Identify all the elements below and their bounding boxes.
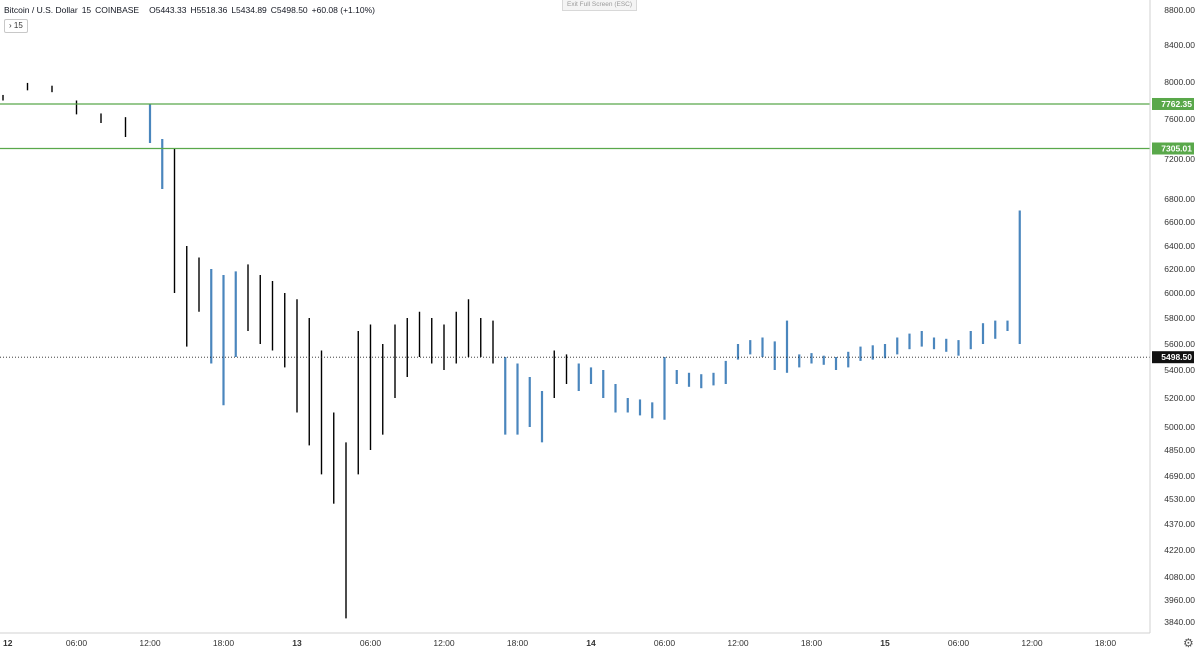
time-tick-label: 12:00 xyxy=(433,638,455,648)
price-tick-label: 6400.00 xyxy=(1164,241,1195,251)
price-tick-label: 4530.00 xyxy=(1164,494,1195,504)
price-tick-label: 4080.00 xyxy=(1164,572,1195,582)
chart-legend: Bitcoin / U.S. Dollar 15 COINBASE O5443.… xyxy=(4,5,375,15)
time-tick-label: 12:00 xyxy=(1021,638,1043,648)
price-tick-label: 7200.00 xyxy=(1164,154,1195,164)
time-tick-label: 12 xyxy=(3,638,13,648)
price-tick-label: 8800.00 xyxy=(1164,5,1195,15)
symbol-name: Bitcoin / U.S. Dollar xyxy=(4,5,78,15)
interval-toggle-button[interactable]: › 15 xyxy=(4,19,28,33)
time-tick-label: 18:00 xyxy=(507,638,529,648)
level-label-bg xyxy=(1152,142,1194,155)
high-value: H5518.36 xyxy=(190,5,228,15)
interval-label: 15 xyxy=(81,5,92,15)
time-tick-label: 18:00 xyxy=(1095,638,1117,648)
time-tick-label: 13 xyxy=(292,638,302,648)
price-tick-label: 8400.00 xyxy=(1164,40,1195,50)
price-tick-label: 5400.00 xyxy=(1164,365,1195,375)
time-tick-label: 06:00 xyxy=(66,638,88,648)
level-labels: 7762.35 7305.01 5498.50 xyxy=(1152,97,1194,364)
price-tick-label: 5000.00 xyxy=(1164,422,1195,432)
time-tick-label: 06:00 xyxy=(654,638,676,648)
price-tick-label: 5600.00 xyxy=(1164,339,1195,349)
level-label: 7762.35 xyxy=(1161,99,1192,109)
low-value: L5434.89 xyxy=(231,5,267,15)
exchange-label: COINBASE xyxy=(95,5,140,15)
price-tick-label: 4850.00 xyxy=(1164,445,1195,455)
gear-icon[interactable]: ⚙ xyxy=(1183,636,1194,650)
horizontal-levels[interactable] xyxy=(0,103,1150,150)
close-value: C5498.50 xyxy=(270,5,308,15)
time-tick-label: 14 xyxy=(586,638,596,648)
time-tick-label: 18:00 xyxy=(801,638,823,648)
price-tick-label: 5200.00 xyxy=(1164,393,1195,403)
exit-fullscreen-button[interactable]: Exit Full Screen (ESC) xyxy=(562,0,638,11)
price-axis[interactable]: 8800.00 8400.00 8000.00 7600.00 7200.00 6800.… xyxy=(1164,5,1195,627)
time-tick-label: 12:00 xyxy=(139,638,161,648)
time-tick-label: 06:00 xyxy=(948,638,970,648)
time-tick-label: 18:00 xyxy=(213,638,235,648)
price-tick-label: 4220.00 xyxy=(1164,545,1195,555)
price-tick-label: 6200.00 xyxy=(1164,264,1195,274)
open-value: O5443.33 xyxy=(149,5,187,15)
price-tick-label: 8000.00 xyxy=(1164,77,1195,87)
time-tick-label: 06:00 xyxy=(360,638,382,648)
price-tick-label: 4690.00 xyxy=(1164,471,1195,481)
price-tick-label: 7600.00 xyxy=(1164,114,1195,124)
candle-bars xyxy=(2,82,1021,619)
price-tick-label: 5800.00 xyxy=(1164,313,1195,323)
time-tick-label: 12:00 xyxy=(727,638,749,648)
time-tick-label: 15 xyxy=(880,638,890,648)
price-tick-label: 6000.00 xyxy=(1164,288,1195,298)
price-tick-label: 4370.00 xyxy=(1164,519,1195,529)
level-label: 7305.01 xyxy=(1161,143,1192,153)
price-tick-label: 3840.00 xyxy=(1164,617,1195,627)
price-tick-label: 3960.00 xyxy=(1164,595,1195,605)
change-value: +60.08 (+1.10%) xyxy=(311,5,375,15)
current-price-label-bg xyxy=(1152,351,1194,364)
level-label-bg xyxy=(1152,97,1194,110)
price-tick-label: 6600.00 xyxy=(1164,217,1195,227)
time-axis[interactable]: 12 06:00 12:00 18:00 13 06:00 12:00 18:00 14 06:0… xyxy=(3,638,1116,648)
price-tick-label: 6800.00 xyxy=(1164,194,1195,204)
current-price-label: 5498.50 xyxy=(1161,352,1192,362)
